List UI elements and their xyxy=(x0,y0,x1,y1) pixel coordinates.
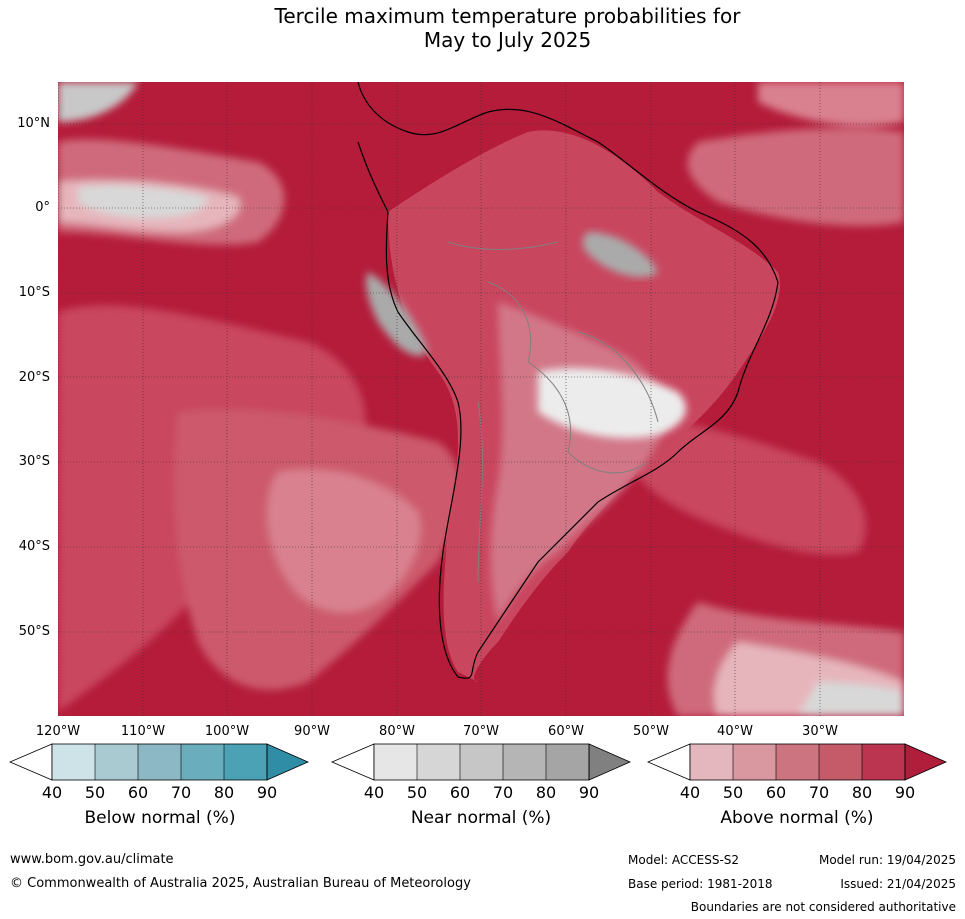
cbar-above-high-cap xyxy=(904,743,947,781)
cbar-near-90 xyxy=(546,744,589,780)
cbar-above-low-cap xyxy=(646,743,691,781)
above-tick-90: 90 xyxy=(894,783,916,802)
cbar-above-50 xyxy=(690,744,733,780)
lat-label-30s: 30°S xyxy=(18,454,50,469)
footer-issued: Issued: 21/04/2025 xyxy=(840,877,956,891)
cbar-above-70 xyxy=(776,744,819,780)
lat-label-10n: 10°N xyxy=(17,116,50,131)
near-tick-90: 90 xyxy=(578,783,600,802)
cbar-above-60 xyxy=(733,744,776,780)
lon-label-90w: 90°W xyxy=(294,724,330,739)
country-borders xyxy=(447,241,659,583)
lon-label-120w: 120°W xyxy=(35,724,81,739)
above-normal-title: Above normal (%) xyxy=(720,808,874,828)
probability-shading xyxy=(58,82,904,716)
cbar-above-80 xyxy=(819,744,862,780)
cbar-below-70 xyxy=(138,744,181,780)
cbar-below-high-cap xyxy=(266,743,309,781)
cbar-above-90 xyxy=(862,744,905,780)
footer-base-period: Base period: 1981-2018 xyxy=(628,877,773,891)
lon-label-110w: 110°W xyxy=(120,724,166,739)
cbar-near-50 xyxy=(374,744,417,780)
above-tick-40: 40 xyxy=(679,783,701,802)
above-tick-80: 80 xyxy=(851,783,873,802)
below-normal-title: Below normal (%) xyxy=(84,808,236,828)
colorbar-near-normal xyxy=(330,743,631,781)
lon-label-60w: 60°W xyxy=(548,724,584,739)
lon-label-100w: 100°W xyxy=(204,724,250,739)
lat-label-40s: 40°S xyxy=(18,539,50,554)
near-tick-70: 70 xyxy=(492,783,514,802)
below-tick-80: 80 xyxy=(213,783,235,802)
near-tick-40: 40 xyxy=(363,783,385,802)
below-tick-50: 50 xyxy=(84,783,106,802)
lon-label-80w: 80°W xyxy=(379,724,415,739)
footer-url[interactable]: www.bom.gov.au/climate xyxy=(10,852,174,867)
cbar-below-90 xyxy=(224,744,267,780)
below-tick-90: 90 xyxy=(256,783,278,802)
title-line-2: May to July 2025 xyxy=(423,28,592,52)
lon-label-30w: 30°W xyxy=(802,724,838,739)
above-tick-70: 70 xyxy=(808,783,830,802)
south-america-land xyxy=(366,130,780,682)
below-tick-60: 60 xyxy=(127,783,149,802)
cbar-near-70 xyxy=(460,744,503,780)
cbar-near-low-cap xyxy=(330,743,375,781)
colorbar-below-normal xyxy=(8,743,309,781)
cbar-below-50 xyxy=(52,744,95,780)
cbar-below-low-cap xyxy=(8,743,53,781)
cbar-near-60 xyxy=(417,744,460,780)
colorbar-above-normal xyxy=(646,743,947,781)
cbar-below-80 xyxy=(181,744,224,780)
lon-label-50w: 50°W xyxy=(633,724,669,739)
footer-disclaimer: Boundaries are not considered authoritat… xyxy=(690,900,956,914)
graticule xyxy=(58,82,904,716)
near-tick-50: 50 xyxy=(406,783,428,802)
lon-label-70w: 70°W xyxy=(463,724,499,739)
lat-label-0: 0° xyxy=(35,200,50,215)
below-tick-70: 70 xyxy=(170,783,192,802)
lat-label-50s: 50°S xyxy=(18,624,50,639)
chart-title: Tercile maximum temperature probabilitie… xyxy=(0,4,965,52)
above-tick-50: 50 xyxy=(722,783,744,802)
title-line-1: Tercile maximum temperature probabilitie… xyxy=(274,4,741,28)
cbar-below-60 xyxy=(95,744,138,780)
above-tick-60: 60 xyxy=(765,783,787,802)
footer-model: Model: ACCESS-S2 xyxy=(628,853,740,867)
lon-label-40w: 40°W xyxy=(717,724,753,739)
near-tick-60: 60 xyxy=(449,783,471,802)
near-tick-80: 80 xyxy=(535,783,557,802)
footer-model-run: Model run: 19/04/2025 xyxy=(818,853,956,867)
footer-copyright: © Commonwealth of Australia 2025, Austra… xyxy=(10,876,471,891)
coastline xyxy=(357,82,779,679)
probability-map xyxy=(58,82,904,716)
lat-label-10s: 10°S xyxy=(18,285,50,300)
below-tick-40: 40 xyxy=(41,783,63,802)
cbar-near-80 xyxy=(503,744,546,780)
cbar-near-high-cap xyxy=(588,743,631,781)
near-normal-title: Near normal (%) xyxy=(410,808,552,828)
lat-label-20s: 20°S xyxy=(18,370,50,385)
